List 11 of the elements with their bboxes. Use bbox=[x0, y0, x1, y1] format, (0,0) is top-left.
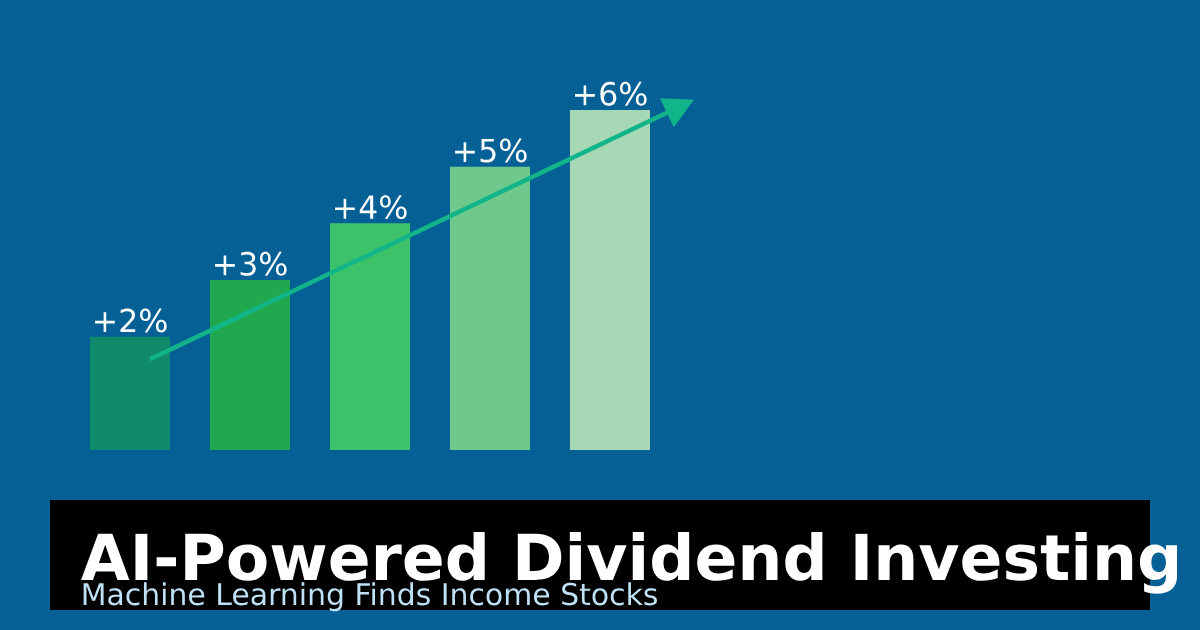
data-label: +4% bbox=[335, 195, 407, 220]
bar bbox=[210, 279, 291, 450]
bar bbox=[450, 166, 530, 450]
data-label: +6% bbox=[575, 81, 647, 106]
data-label: +2% bbox=[95, 308, 167, 333]
bar bbox=[330, 223, 411, 450]
bar bbox=[569, 109, 650, 450]
data-label: +5% bbox=[455, 138, 527, 163]
bar bbox=[90, 336, 171, 450]
data-label: +3% bbox=[215, 251, 287, 276]
text: Machine Learning Finds Income Stocks bbox=[83, 582, 657, 612]
